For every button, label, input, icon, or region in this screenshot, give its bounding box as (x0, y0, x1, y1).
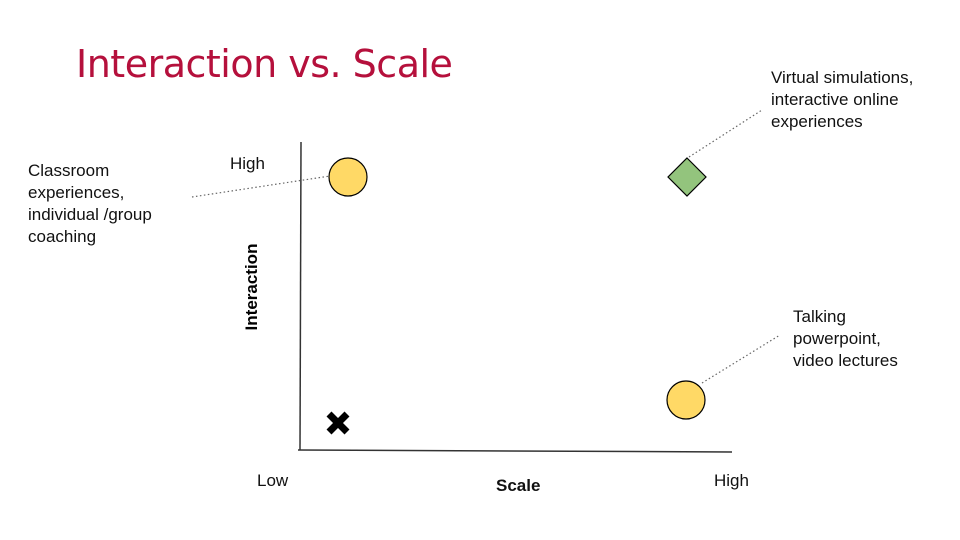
circle-marker-talking (666, 380, 706, 420)
diamond-marker-virtual (667, 157, 707, 197)
slide-title: Interaction vs. Scale (76, 42, 453, 86)
circle-marker-classroom (328, 157, 368, 197)
y-axis-high-label: High (230, 154, 265, 173)
y-axis (299, 141, 302, 451)
leader-line-virtual (688, 109, 763, 158)
callout-virtual: Virtual simulations, interactive online … (771, 68, 914, 131)
x-axis-high-label: High (714, 471, 749, 490)
x-axis-low-label: Low (257, 471, 289, 490)
x-axis-title: Scale (496, 476, 541, 495)
y-axis-title: Interaction (242, 243, 261, 331)
x-marker-low-low (326, 411, 350, 435)
leader-line-classroom (191, 175, 331, 198)
callout-talking: Talking powerpoint, video lectures (793, 307, 898, 370)
x-axis (297, 449, 733, 453)
callout-classroom: Classroom experiences, individual /group… (28, 161, 152, 246)
leader-line-talking (701, 334, 781, 384)
